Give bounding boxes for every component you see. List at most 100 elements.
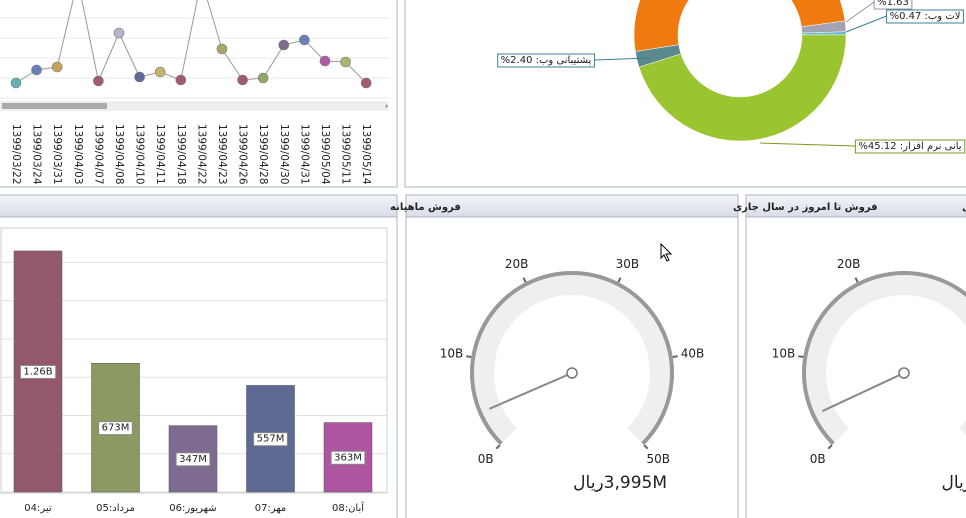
data-label: 557M	[257, 434, 285, 445]
panel-header	[0, 194, 398, 218]
point	[10, 77, 22, 89]
point	[134, 71, 145, 83]
label-box	[854, 139, 966, 154]
tick-mark	[827, 444, 833, 450]
tick-mark	[495, 444, 501, 450]
needle-hub	[898, 367, 910, 379]
data-label: 347M	[179, 454, 207, 465]
data-label: یانی نرم افزار: 45.12%	[858, 141, 961, 152]
x-tick-label: 1399/04/18	[175, 124, 187, 185]
label-box	[330, 450, 366, 465]
x-tick-label: 1399/04/31	[298, 124, 310, 185]
x-tick-label: 1399/03/22	[10, 124, 22, 185]
x-tick-label: 1399/04/10	[134, 124, 146, 185]
tick-mark	[466, 355, 472, 359]
tick-label: 50B	[647, 452, 671, 466]
x-tick-label: 1399/04/07	[92, 124, 104, 185]
x-tick-label: 1399/05/11	[340, 124, 352, 185]
label-box	[175, 452, 211, 467]
point	[154, 66, 166, 78]
gauge-arc	[806, 275, 966, 443]
point	[51, 61, 63, 73]
gauge-arc	[474, 275, 670, 443]
line-chart	[0, 0, 390, 99]
x-tick-label: 1399/05/04	[319, 124, 331, 185]
x-tick-label: 1399/04/08	[113, 124, 125, 185]
label-box	[98, 421, 133, 436]
tick-mark	[798, 355, 804, 359]
x-tick-label: 08:آبان	[332, 501, 365, 514]
point	[31, 64, 42, 76]
panel-title: فروش ماهیانه	[390, 202, 461, 213]
gauge-value: 3,7ریال	[941, 473, 966, 493]
point	[113, 27, 125, 39]
panel-title: سال قبل	[962, 202, 966, 213]
donut-segment	[638, 34, 847, 142]
point	[257, 72, 269, 84]
label-box	[497, 53, 596, 68]
x-tick-label: 1399/04/23	[216, 124, 228, 185]
x-tick-label: 1399/04/26	[237, 124, 249, 185]
point	[278, 39, 290, 51]
tick-mark	[643, 444, 649, 450]
x-tick-label: 1399/04/03	[72, 124, 84, 185]
tick-label: 20B	[837, 257, 861, 271]
leader-line	[845, 15, 887, 33]
point	[299, 34, 310, 46]
label-box	[253, 432, 288, 447]
data-label: %1.63	[877, 0, 909, 8]
data-label: 363M	[334, 452, 362, 463]
x-tick-label: 07:مهر	[255, 503, 287, 514]
point	[93, 75, 104, 87]
data-label: 1.26B	[23, 366, 52, 377]
tick-label: 10B	[440, 346, 464, 360]
point	[319, 55, 331, 67]
tick-label: 30B	[616, 257, 640, 271]
leader-line	[759, 142, 856, 147]
x-tick-label: 1399/04/30	[278, 124, 290, 185]
data-label: پشتیبانی وب: 2.40%	[501, 55, 592, 66]
data-label: لات وب: 0.47%	[890, 11, 961, 22]
label-box	[19, 364, 57, 379]
x-tick-label: 1399/03/31	[51, 124, 63, 185]
x-tick-label: 04:تیر	[24, 503, 52, 514]
scroll-arrow[interactable]: ›	[385, 102, 388, 111]
x-tick-label: 1399/04/11	[154, 124, 166, 185]
gauge-value: 3,995Mریال	[573, 473, 667, 493]
panel	[0, 0, 398, 188]
point	[216, 43, 228, 55]
tick-mark	[522, 277, 527, 283]
x-tick-label: 1399/04/28	[257, 124, 269, 185]
x-tick-label: 1399/05/14	[360, 124, 372, 185]
leader-line	[845, 1, 875, 23]
data-label: 673M	[102, 423, 130, 434]
scrollbar-thumb[interactable]	[2, 103, 107, 109]
point	[360, 77, 372, 89]
x-tick-label: 1399/04/22	[195, 124, 207, 185]
tick-mark	[854, 277, 859, 283]
tick-mark	[672, 355, 678, 359]
panel-title: فروش تا امروز در سال جاری	[733, 202, 878, 213]
panel-header	[745, 194, 966, 218]
tick-label: 0B	[810, 452, 826, 466]
needle	[489, 372, 573, 410]
panel-header	[405, 194, 739, 218]
tick-mark	[617, 277, 622, 283]
scrollbar[interactable]	[0, 101, 388, 111]
x-tick-label: 05:مرداد	[96, 503, 135, 514]
tick-label: 0B	[478, 452, 494, 466]
point	[175, 74, 187, 86]
point	[340, 56, 351, 68]
cursor	[660, 242, 673, 262]
donut-segment	[633, 0, 846, 52]
x-tick-label: 06:شهریور	[169, 503, 216, 514]
gauge-arc	[470, 271, 674, 446]
tick-label: 10B	[772, 346, 796, 360]
point	[237, 74, 248, 86]
tick-label: 20B	[505, 257, 529, 271]
tick-label: 40B	[681, 346, 705, 360]
panel	[404, 0, 966, 188]
donut-segment	[635, 44, 682, 68]
needle	[822, 372, 905, 412]
